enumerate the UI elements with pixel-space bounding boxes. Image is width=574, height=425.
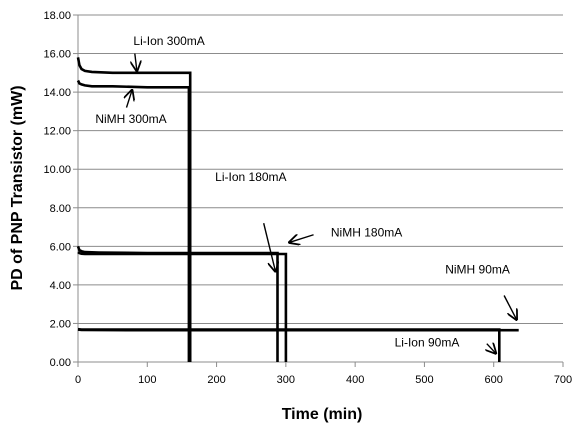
x-tick-label: 500 [415, 374, 433, 386]
y-tick-labels: 0.00 2.00 4.00 6.00 8.00 10.00 12.00 14.00 16.00… [43, 10, 71, 369]
y-tick-label: 6.00 [50, 241, 71, 253]
annotation-arrow [127, 90, 133, 108]
annotation-arrow [135, 53, 137, 71]
annotation-arrow [503, 295, 516, 319]
x-tick-label: 200 [207, 374, 225, 386]
annotation-label: Li-Ion 180mA [215, 170, 286, 184]
annotation-label: Li-Ion 300mA [133, 34, 204, 48]
y-tick-label: 18.00 [43, 10, 71, 22]
annotation-arrow [487, 344, 496, 354]
y-tick-label: 14.00 [43, 87, 71, 99]
y-tick-label: 2.00 [50, 318, 71, 330]
x-axis-title: Time (min) [282, 406, 363, 423]
annotation-arrow [289, 235, 314, 243]
x-tick-label: 300 [277, 374, 295, 386]
series-line-nimh-180ma [77, 251, 288, 362]
y-tick-label: 0.00 [50, 357, 71, 369]
y-tick-label: 4.00 [50, 280, 71, 292]
annotation-label: Li-Ion 90mA [395, 336, 460, 350]
gridlines [78, 14, 563, 324]
x-tick-label: 600 [485, 374, 503, 386]
x-tick-label: 0 [75, 374, 81, 386]
annotation-label: NiMH 180mA [331, 226, 402, 240]
series-line-nimh-300ma [76, 79, 191, 362]
x-tick-label: 400 [346, 374, 364, 386]
x-tick-label: 100 [138, 374, 156, 386]
y-tick-label: 12.00 [43, 126, 71, 138]
annotation-label: NiMH 90mA [445, 262, 510, 276]
y-tick-label: 10.00 [43, 164, 71, 176]
series-line-nimh-90ma [77, 328, 519, 332]
annotation-arrow [263, 223, 276, 271]
series-line-li-ion-300ma [76, 57, 192, 362]
y-tick-label: 16.00 [43, 49, 71, 61]
annotation-label: NiMH 300mA [95, 112, 166, 126]
x-tick-label: 700 [554, 374, 572, 386]
axes [73, 14, 564, 367]
annotations: Li-Ion 300mA NiMH 300mA Li-Ion 180mA NiMH 1… [95, 34, 516, 353]
y-axis-title: PD of PNP Transistor (mW) [9, 85, 26, 290]
x-tick-labels: 0 100 200 300 400 500 600 700 [75, 374, 572, 386]
y-tick-label: 8.00 [50, 203, 71, 215]
series-layer [76, 57, 519, 362]
